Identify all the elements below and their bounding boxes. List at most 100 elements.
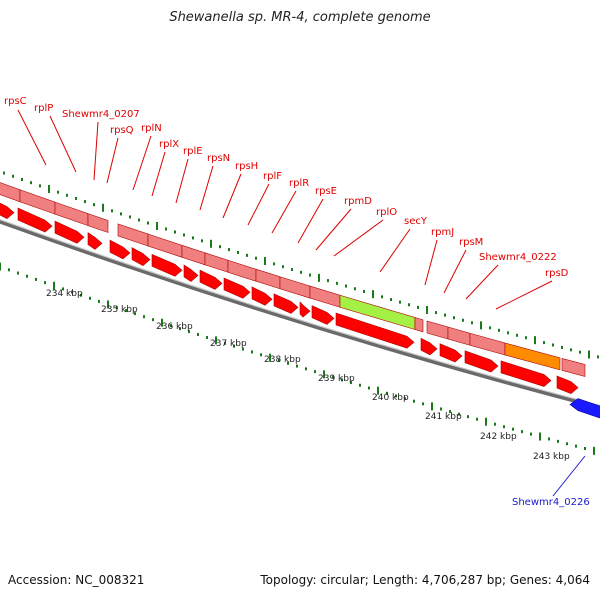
outer-ring-dot <box>3 171 5 175</box>
inner-ring-dot <box>188 330 190 334</box>
kbp-tick-label: 239 kbp <box>318 374 355 384</box>
gene-label-rplF: rplF <box>263 171 282 182</box>
inner-ring-dot <box>0 262 1 271</box>
inner-ring-dot <box>62 287 64 291</box>
outer-dotted-ring <box>3 171 599 359</box>
gene-label-rpsD: rpsD <box>545 268 569 279</box>
label-leader <box>297 198 324 244</box>
pink-gene-block <box>279 276 311 299</box>
inner-ring-dot <box>71 290 73 294</box>
pink-gene-block <box>0 182 21 203</box>
genome-backbone <box>0 219 600 410</box>
pink-gene-block <box>87 213 109 233</box>
outer-ring-dot <box>552 343 554 347</box>
outer-ring-dot <box>129 215 131 219</box>
outer-ring-dot <box>426 305 428 314</box>
inner-ring-dot <box>521 430 523 434</box>
inner-ring-dot <box>98 299 100 303</box>
inner-ring-dot <box>548 437 550 441</box>
label-leader <box>379 228 411 273</box>
outer-ring-dot <box>570 348 572 352</box>
gene-label-rplP: rplP <box>34 103 53 114</box>
outer-ring-dot <box>210 239 212 248</box>
inner-ring-dot <box>206 335 208 339</box>
outer-ring-dot <box>597 355 599 359</box>
outer-ring-dot <box>498 328 500 332</box>
inner-ring-dot <box>575 444 577 448</box>
Shewmr4_0226-gene-arrow <box>569 398 600 419</box>
inner-ring-dot <box>458 412 460 416</box>
red-gene-arrow <box>556 375 579 395</box>
inner-ring-dot <box>269 353 271 362</box>
pink-gene-block <box>447 326 471 346</box>
red-gene-arrow <box>151 253 183 277</box>
outer-ring-dot <box>120 212 122 216</box>
inner-ring-dot <box>260 353 262 357</box>
label-leader <box>495 280 553 310</box>
inner-ring-dot <box>134 312 136 316</box>
outer-ring-dot <box>417 305 419 309</box>
outer-ring-dot <box>138 218 140 222</box>
label-leader <box>17 109 47 166</box>
red-gene-arrow <box>0 202 15 219</box>
red-gene-arrow <box>500 360 552 387</box>
red-gene-arrow <box>311 305 335 325</box>
outer-ring-dot <box>228 248 230 252</box>
outer-ring-dot <box>588 350 590 359</box>
gene-label-rplO: rplO <box>376 207 397 218</box>
kbp-tick-label: 242 kbp <box>480 432 517 442</box>
outer-ring-dot <box>183 233 185 237</box>
inner-ring-dot <box>305 367 307 371</box>
outer-ring-dot <box>57 190 59 194</box>
inner-ring-dot <box>314 370 316 374</box>
gene-label-Shewmr4_0207: Shewmr4_0207 <box>62 109 140 120</box>
label-leader <box>333 219 384 257</box>
inner-ring-dot <box>440 407 442 411</box>
inner-ring-dot <box>215 336 217 345</box>
inner-ring-dot <box>278 358 280 362</box>
inner-ring-dot <box>323 370 325 379</box>
outer-ring-dot <box>255 256 257 260</box>
outer-ring-dot <box>480 321 482 330</box>
pink-gene-block <box>181 244 206 266</box>
kbp-tick-label: 240 kbp <box>372 393 409 403</box>
accession-text: Accession: NC_008321 <box>8 573 145 587</box>
gene-label-secY: secY <box>404 216 428 227</box>
outer-ring-dot <box>561 345 563 349</box>
label-leader <box>106 137 119 184</box>
inner-ring-dot <box>116 306 118 310</box>
outer-ring-dot <box>372 290 374 299</box>
outer-ring-dot <box>408 303 410 307</box>
inner-ring-dot <box>44 281 46 285</box>
inner-ring-dot <box>125 309 127 313</box>
inner-ring-dot <box>287 361 289 365</box>
gene-label-Shewmr4_0226: Shewmr4_0226 <box>512 497 590 508</box>
outer-ring-dot <box>543 341 545 345</box>
outer-ring-dot <box>435 311 437 315</box>
gene-label-Shewmr4_0222: Shewmr4_0222 <box>479 252 557 263</box>
kbp-tick-label: 234 kbp <box>46 289 83 299</box>
kbp-tick-label: 236 kbp <box>156 322 193 332</box>
outer-ring-dot <box>489 326 491 330</box>
outer-ring-dot <box>354 287 356 291</box>
outer-ring-dot <box>246 253 248 257</box>
pink-gene-track <box>0 182 586 377</box>
gene-label-rpsM: rpsM <box>459 237 483 248</box>
label-leader <box>132 135 152 191</box>
inner-ring-dot <box>17 271 19 275</box>
label-leader <box>424 239 438 286</box>
inner-ring-dot <box>35 277 37 281</box>
label-leader <box>247 183 270 226</box>
outer-ring-dot <box>219 245 221 249</box>
inner-ring-dot <box>413 399 415 403</box>
gene-label-rpsQ: rpsQ <box>110 125 134 136</box>
label-leader <box>222 173 242 219</box>
inner-ring-dot <box>512 427 514 431</box>
red-gene-arrow <box>223 277 251 299</box>
inner-ring-dot <box>485 417 487 426</box>
pink-gene-block <box>426 320 449 340</box>
outer-ring-dot <box>327 279 329 283</box>
red-gene-arrow <box>17 207 53 233</box>
genome-backbone-highlight <box>0 218 600 407</box>
outer-ring-dot <box>12 174 14 178</box>
